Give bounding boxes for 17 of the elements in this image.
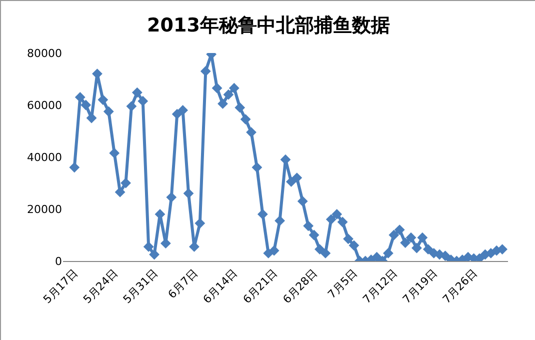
x-tick-label: 6月14日 bbox=[200, 266, 240, 306]
chart-title: 2013年秘鲁中北部捕鱼数据 bbox=[147, 14, 390, 36]
x-tick-label: 5月17日 bbox=[40, 266, 80, 306]
x-tick-label: 6月28日 bbox=[280, 266, 320, 306]
x-tick-label: 7月5日 bbox=[325, 266, 360, 302]
y-tick-label: 60000 bbox=[27, 98, 62, 112]
y-tick-label: 40000 bbox=[27, 150, 62, 164]
y-tick-label: 80000 bbox=[27, 46, 62, 60]
y-tick-label: 20000 bbox=[27, 202, 62, 216]
x-tick-label: 7月12日 bbox=[360, 266, 400, 306]
x-tick-label: 5月31日 bbox=[120, 266, 160, 306]
y-tick-label: 0 bbox=[55, 254, 62, 268]
x-tick-label: 6月21日 bbox=[240, 266, 280, 306]
x-tick-label: 7月19日 bbox=[400, 266, 440, 306]
x-tick-label: 6月7日 bbox=[166, 266, 200, 302]
x-tick-label: 5月24日 bbox=[80, 266, 120, 306]
x-tick-label: 7月26日 bbox=[440, 266, 480, 306]
